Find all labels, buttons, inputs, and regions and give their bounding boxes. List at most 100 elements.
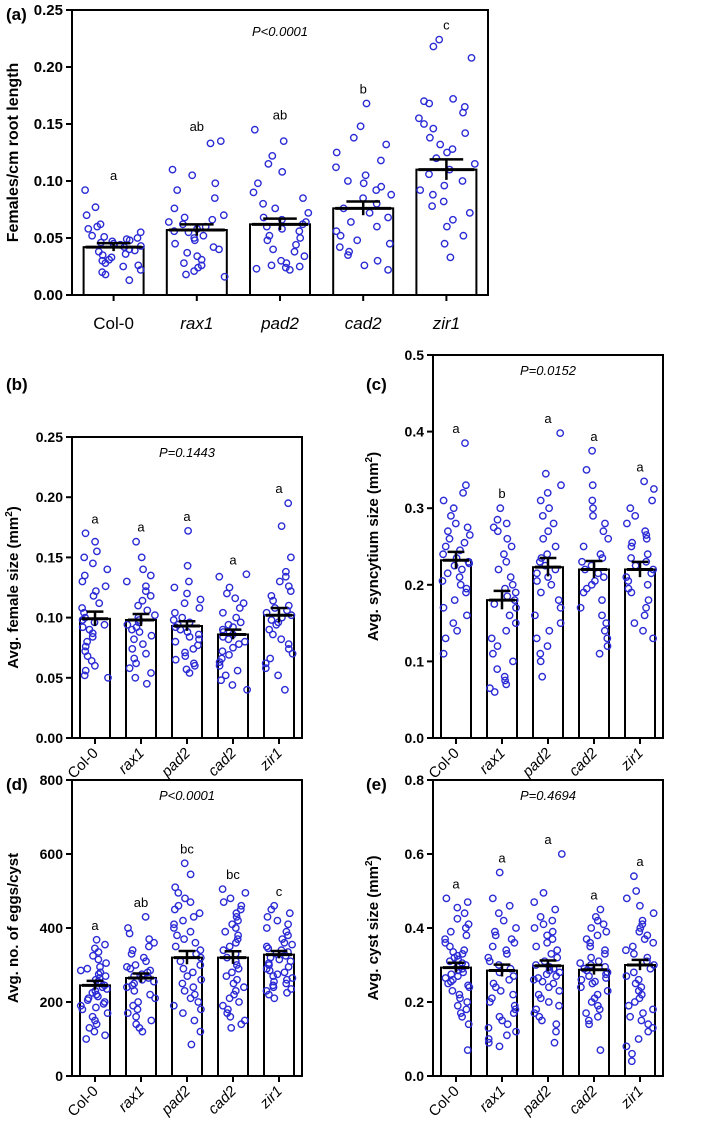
significance-letter: ab [134, 895, 148, 910]
data-point [280, 968, 289, 977]
data-point [95, 599, 104, 608]
data-point [227, 968, 236, 977]
data-point [453, 626, 461, 635]
data-point [237, 901, 246, 910]
x-tick-label: zir1 [256, 1083, 286, 1113]
data-point [505, 901, 514, 910]
y-tick-label: 0.2 [405, 994, 425, 1010]
data-point [91, 1016, 99, 1025]
data-point [235, 998, 243, 1006]
data-point [283, 988, 291, 997]
data-point [125, 664, 134, 673]
data-point [228, 681, 237, 689]
data-point [104, 673, 112, 682]
bar [217, 633, 249, 739]
data-point [448, 145, 457, 154]
data-point [359, 179, 368, 188]
data-point [186, 898, 195, 906]
data-point [465, 559, 474, 568]
data-point [349, 133, 358, 142]
data-point [346, 218, 355, 226]
y-axis-label: Avg. cyst size (mm2) [364, 855, 382, 1000]
bar [415, 168, 478, 297]
data-point [622, 946, 630, 955]
data-point [648, 496, 656, 505]
data-point [552, 972, 561, 980]
data-point [439, 496, 448, 505]
data-point [286, 553, 295, 562]
data-point [290, 247, 299, 256]
data-point [142, 679, 151, 688]
data-point [439, 550, 447, 559]
data-point [266, 654, 275, 663]
data-point [462, 1005, 471, 1014]
data-point [627, 588, 636, 597]
data-point [543, 938, 551, 947]
data-point [635, 927, 644, 936]
data-point [455, 990, 464, 999]
data-point [103, 1009, 112, 1017]
data-point [548, 916, 557, 925]
significance-letter: a [452, 421, 460, 436]
data-point [644, 596, 653, 604]
data-point [133, 234, 142, 242]
data-point [226, 1012, 235, 1021]
bar [263, 614, 295, 740]
data-point [537, 588, 545, 597]
significance-letter: c [443, 18, 450, 33]
y-tick-label: 0.15 [34, 116, 63, 133]
significance-letter: a [544, 832, 552, 847]
data-point [196, 961, 205, 969]
data-point [94, 948, 103, 956]
data-point [631, 561, 640, 570]
data-point [183, 972, 192, 980]
data-point [456, 546, 464, 555]
data-point [503, 1020, 512, 1029]
data-point [76, 966, 85, 975]
data-point [284, 931, 292, 940]
data-point [101, 1031, 110, 1040]
y-axis-label: Avg. no. of eggs/cyst [5, 853, 22, 1003]
data-point [234, 916, 242, 925]
data-point [130, 654, 139, 663]
data-point [332, 163, 340, 172]
data-point [130, 979, 139, 988]
data-point [142, 649, 150, 658]
x-tick-label: zir1 [256, 745, 286, 775]
data-point [147, 631, 156, 640]
data-point [460, 946, 469, 955]
data-point [601, 519, 609, 528]
data-point [640, 477, 648, 486]
y-tick-label: 0.0 [405, 730, 425, 746]
data-point [441, 634, 450, 643]
data-point [456, 994, 464, 1003]
data-point [180, 599, 189, 608]
data-point [635, 994, 644, 1003]
x-tick-label: cad2 [205, 1082, 240, 1117]
data-point [384, 265, 392, 274]
data-point [596, 1046, 605, 1055]
significance-letter: a [636, 459, 644, 474]
data-point [269, 972, 278, 980]
data-point [512, 1027, 520, 1036]
significance-letter: a [452, 876, 460, 891]
data-point [215, 661, 224, 670]
data-point [171, 883, 180, 892]
data-point [532, 634, 541, 643]
significance-letter: bc [226, 867, 240, 882]
data-point [178, 1009, 187, 1017]
data-point [76, 1001, 85, 1010]
data-point [94, 992, 102, 1001]
data-point [586, 942, 595, 951]
data-point [449, 619, 458, 627]
data-point [539, 889, 548, 897]
data-point [134, 998, 143, 1006]
data-point [587, 953, 595, 962]
data-point [459, 968, 467, 977]
data-point [507, 542, 516, 551]
data-point [538, 512, 547, 520]
data-point [463, 998, 472, 1006]
x-tick-label: cad2 [345, 314, 382, 333]
